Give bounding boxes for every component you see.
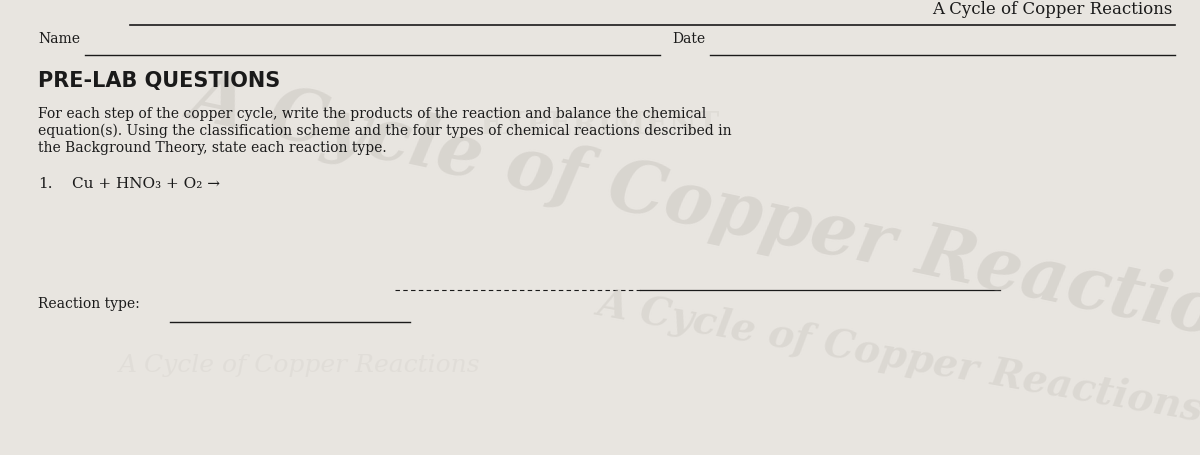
Text: A Cycle of Copper Reactions: A Cycle of Copper Reactions (931, 1, 1172, 18)
Text: Name: Name (38, 32, 80, 46)
Text: PRE-LAB QUESTIONS: PRE-LAB QUESTIONS (38, 71, 281, 91)
Text: equation(s). Using the classification scheme and the four types of chemical reac: equation(s). Using the classification sc… (38, 123, 732, 138)
Text: Reaction type:: Reaction type: (38, 296, 139, 310)
Text: the Background Theory, state each reaction type.: the Background Theory, state each reacti… (38, 141, 386, 155)
Text: For each step of the copper cycle, write the products of the reaction and balanc: For each step of the copper cycle, write… (38, 107, 707, 121)
Text: Cu + HNO₃ + O₂ →: Cu + HNO₃ + O₂ → (72, 177, 220, 191)
Text: EXPERIMENT: EXPERIMENT (480, 110, 720, 141)
Text: A Cycle of Copper Reactions: A Cycle of Copper Reactions (594, 283, 1200, 427)
Text: 1.: 1. (38, 177, 53, 191)
Text: Date: Date (672, 32, 706, 46)
Text: A Cycle of Copper Reactions: A Cycle of Copper Reactions (119, 354, 481, 377)
Text: A Cycle of Copper Reactions: A Cycle of Copper Reactions (184, 62, 1200, 369)
